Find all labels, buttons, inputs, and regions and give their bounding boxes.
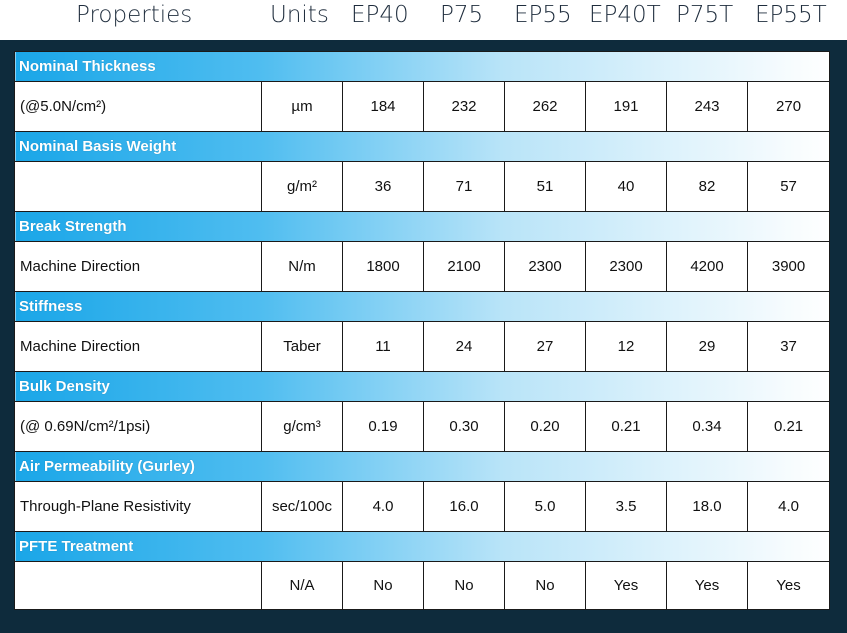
row-label: Machine Direction: [14, 241, 262, 292]
value-cell-p75t: 18.0: [666, 481, 748, 532]
value-cell-ep40: 11: [342, 321, 424, 372]
value-cell-ep55t: 3900: [746, 241, 831, 292]
value-cell-p75t: Yes: [666, 561, 748, 610]
value-cell-p75t: 4200: [666, 241, 748, 292]
section-title: Stiffness: [13, 291, 831, 322]
value-cell-ep40t: Yes: [585, 561, 667, 610]
unit-cell: g/m²: [261, 161, 343, 212]
row-label: [14, 561, 262, 610]
value-cell-p75: 0.30: [423, 401, 505, 452]
value-cell-ep40t: 40: [585, 161, 667, 212]
section-row-nominal-basis-weight: Nominal Basis Weight: [13, 131, 831, 162]
section-title: Nominal Basis Weight: [13, 131, 831, 162]
section-row-break-strength: Break Strength: [13, 211, 831, 242]
unit-cell: N/A: [261, 561, 343, 610]
value-cell-ep40t: 191: [585, 81, 667, 132]
unit-cell: µm: [261, 81, 343, 132]
data-row-pfte-treatment: N/A No No No Yes Yes Yes: [14, 561, 831, 610]
value-cell-p75t: 243: [666, 81, 748, 132]
row-label: Through-Plane Resistivity: [14, 481, 262, 532]
value-cell-ep40t: 3.5: [585, 481, 667, 532]
value-cell-p75t: 82: [666, 161, 748, 212]
header-units: Units: [270, 2, 329, 28]
value-cell-p75: 24: [423, 321, 505, 372]
header-product-5: P75T: [676, 2, 734, 28]
column-header-bar: Properties Units EP40 P75 EP55 EP40T P75…: [0, 0, 847, 40]
header-product-3: EP55: [514, 2, 572, 28]
data-row-stiffness: Machine Direction Taber 11 24 27 12 29 37: [14, 321, 831, 372]
header-product-6: EP55T: [755, 2, 827, 28]
value-cell-p75: No: [423, 561, 505, 610]
section-title: Nominal Thickness: [13, 51, 831, 82]
section-title: Break Strength: [13, 211, 831, 242]
value-cell-p75: 232: [423, 81, 505, 132]
row-label: [14, 161, 262, 212]
row-label: Machine Direction: [14, 321, 262, 372]
section-row-pfte-treatment: PFTE Treatment: [13, 531, 831, 562]
data-row-air-permeability-gurley: Through-Plane Resistivity sec/100c 4.0 16.0…: [14, 481, 831, 532]
section-title: Bulk Density: [13, 371, 831, 402]
value-cell-ep55: 2300: [504, 241, 586, 292]
data-row-bulk-density: (@ 0.69N/cm²/1psi) g/cm³ 0.19 0.30 0.20 0.21 0…: [14, 401, 831, 452]
value-cell-ep55: 0.20: [504, 401, 586, 452]
value-cell-ep40: 184: [342, 81, 424, 132]
unit-cell: Taber: [261, 321, 343, 372]
row-label: (@5.0N/cm²): [14, 81, 262, 132]
value-cell-ep55: 262: [504, 81, 586, 132]
value-cell-ep55t: 37: [746, 321, 831, 372]
section-row-stiffness: Stiffness: [13, 291, 831, 322]
value-cell-ep55: 51: [504, 161, 586, 212]
value-cell-p75: 16.0: [423, 481, 505, 532]
value-cell-ep40: 36: [342, 161, 424, 212]
value-cell-ep40: 1800: [342, 241, 424, 292]
section-row-nominal-thickness: Nominal Thickness: [13, 51, 831, 82]
value-cell-p75t: 0.34: [666, 401, 748, 452]
section-row-air-permeability-gurley: Air Permeability (Gurley): [13, 451, 831, 482]
value-cell-ep55t: Yes: [746, 561, 831, 610]
data-row-nominal-basis-weight: g/m² 36 71 51 40 82 57: [14, 161, 831, 212]
value-cell-ep40: 0.19: [342, 401, 424, 452]
value-cell-ep40t: 2300: [585, 241, 667, 292]
unit-cell: sec/100c: [261, 481, 343, 532]
row-label: (@ 0.69N/cm²/1psi): [14, 401, 262, 452]
value-cell-ep55t: 4.0: [746, 481, 831, 532]
data-row-break-strength: Machine Direction N/m 1800 2100 2300 2300 4200…: [14, 241, 831, 292]
unit-cell: g/cm³: [261, 401, 343, 452]
header-properties: Properties: [76, 2, 193, 28]
value-cell-ep55t: 270: [746, 81, 831, 132]
header-product-2: P75: [440, 2, 484, 28]
table-frame: Nominal Thickness (@5.0N/cm²) µm 184 232 262 1…: [0, 40, 847, 633]
value-cell-ep55t: 57: [746, 161, 831, 212]
section-row-bulk-density: Bulk Density: [13, 371, 831, 402]
unit-cell: N/m: [261, 241, 343, 292]
data-row-nominal-thickness: (@5.0N/cm²) µm 184 232 262 191 243 270: [14, 81, 831, 132]
value-cell-ep40: No: [342, 561, 424, 610]
value-cell-p75: 2100: [423, 241, 505, 292]
value-cell-p75: 71: [423, 161, 505, 212]
section-title: Air Permeability (Gurley): [13, 451, 831, 482]
value-cell-ep40t: 12: [585, 321, 667, 372]
value-cell-ep40t: 0.21: [585, 401, 667, 452]
section-title: PFTE Treatment: [13, 531, 831, 562]
value-cell-ep55: No: [504, 561, 586, 610]
properties-table: Nominal Thickness (@5.0N/cm²) µm 184 232 262 1…: [13, 51, 831, 610]
value-cell-ep55: 27: [504, 321, 586, 372]
value-cell-ep40: 4.0: [342, 481, 424, 532]
value-cell-ep55: 5.0: [504, 481, 586, 532]
value-cell-ep55t: 0.21: [746, 401, 831, 452]
header-product-1: EP40: [351, 2, 409, 28]
header-product-4: EP40T: [589, 2, 661, 28]
value-cell-p75t: 29: [666, 321, 748, 372]
